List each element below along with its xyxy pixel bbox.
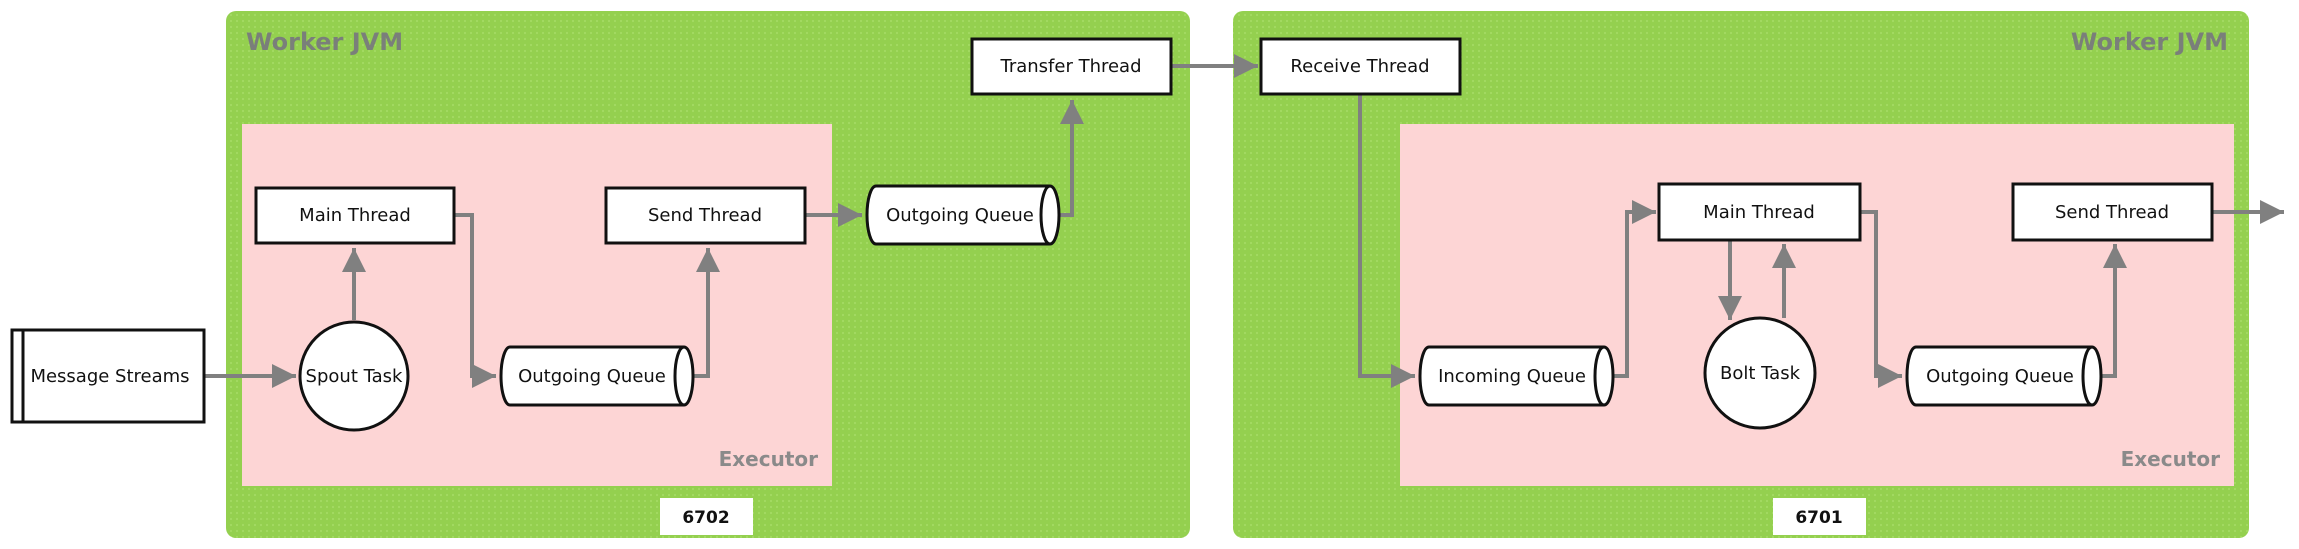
right-port-box	[1773, 498, 1866, 535]
edge-receive-to-incoming	[1358, 94, 1415, 388]
edges	[205, 54, 2284, 388]
edge-right-outqueue-to-send	[2100, 244, 2127, 378]
right-send-thread-node: Send Thread	[2011, 182, 2214, 242]
left-jvm-title: Worker JVM	[246, 28, 403, 56]
message-streams-node: Message Streams	[10, 328, 206, 424]
right-port-label: 6701	[1795, 508, 1842, 528]
right-executor-box	[1400, 124, 2234, 486]
right-executor-label: Executor	[2121, 447, 2221, 471]
left-worker-outgoing-queue-node: Outgoing Queue	[865, 184, 1061, 246]
edge-main-to-right-outqueue	[1861, 210, 1902, 388]
right-send-thread-label: Send Thread	[2055, 202, 2169, 223]
left-executor-label: Executor	[719, 447, 819, 471]
message-streams-label: Message Streams	[30, 366, 189, 387]
transfer-thread-label: Transfer Thread	[999, 56, 1141, 77]
left-port-label: 6702	[682, 508, 729, 528]
edge-main-to-outqueue	[455, 213, 496, 388]
left-port-box	[660, 498, 753, 535]
edge-outqueue-to-send	[692, 248, 720, 378]
spout-task-node: Spout Task	[298, 320, 410, 432]
right-outgoing-queue-node: Outgoing Queue	[1905, 345, 2103, 407]
receive-thread-label: Receive Thread	[1290, 56, 1429, 77]
edge-workerqueue-to-transfer	[1056, 100, 1084, 217]
right-main-thread-label: Main Thread	[1703, 202, 1815, 223]
left-worker-outgoing-queue-label: Outgoing Queue	[886, 205, 1034, 226]
left-main-thread-node: Main Thread	[254, 186, 456, 245]
spout-task-label: Spout Task	[306, 366, 403, 387]
left-send-thread-node: Send Thread	[604, 186, 807, 245]
left-main-thread-label: Main Thread	[299, 205, 411, 226]
incoming-queue-node: Incoming Queue	[1418, 345, 1615, 407]
bolt-task-label: Bolt Task	[1720, 363, 1801, 384]
left-executor-outgoing-queue-node: Outgoing Queue	[499, 345, 695, 407]
transfer-thread-node: Transfer Thread	[970, 37, 1173, 96]
right-outgoing-queue-label: Outgoing Queue	[1926, 366, 2074, 387]
left-send-thread-label: Send Thread	[648, 205, 762, 226]
left-executor-box	[242, 124, 832, 486]
left-executor-outgoing-queue-label: Outgoing Queue	[518, 366, 666, 387]
right-jvm-title: Worker JVM	[2071, 28, 2228, 56]
bolt-task-node: Bolt Task	[1703, 316, 1817, 430]
edge-incoming-to-main	[1612, 200, 1656, 378]
incoming-queue-label: Incoming Queue	[1438, 366, 1586, 387]
receive-thread-node: Receive Thread	[1259, 37, 1462, 96]
right-main-thread-node: Main Thread	[1657, 182, 1862, 242]
